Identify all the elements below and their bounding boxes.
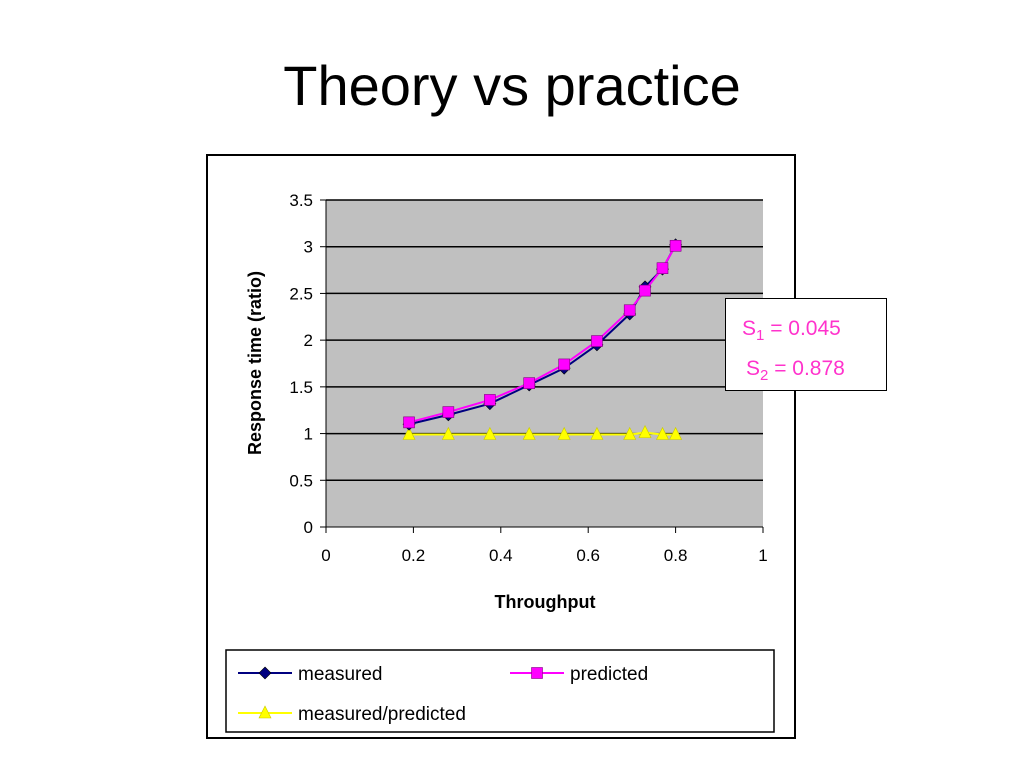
- y-tick-label: 1.5: [289, 378, 313, 397]
- data-point-measured-predicted: [483, 426, 497, 440]
- stat-s2-value: = 0.878: [768, 357, 845, 380]
- x-tick-label: 1: [758, 546, 767, 565]
- data-point-predicted: [669, 239, 682, 252]
- data-point-predicted: [442, 406, 455, 418]
- x-tick-label: 0.4: [489, 546, 513, 565]
- legend-item-measured: measured: [238, 664, 383, 685]
- chart-svg: 0 0.5 1 1.5 2 2.5 3 3.5 0 0.2 0.4 0.6 0.8 1 Response…: [225, 191, 775, 733]
- legend-item-measured-predicted: measured/predicted: [238, 704, 466, 725]
- data-point-measured-predicted: [557, 426, 571, 440]
- stat-s2: S2 = 0.878: [746, 357, 845, 384]
- series-predicted: [403, 239, 682, 429]
- data-point-measured-predicted: [402, 426, 416, 440]
- legend-swatch-marker: [258, 705, 272, 719]
- x-axis-title: Throughput: [495, 592, 596, 612]
- legend-label: measured/predicted: [298, 704, 466, 725]
- stat-s1-subscript: 1: [756, 327, 765, 345]
- plot-area: [326, 200, 763, 527]
- data-point-measured-predicted: [590, 426, 604, 440]
- data-point-measured-predicted: [638, 424, 652, 438]
- y-tick-label: 1: [304, 425, 313, 444]
- x-tick-label: 0.8: [664, 546, 688, 565]
- y-tick-label: 2: [304, 331, 313, 350]
- series-line-measured-predicted: [409, 431, 676, 436]
- data-point-predicted: [656, 262, 669, 275]
- legend-item-predicted: predicted: [510, 664, 648, 685]
- stats-box: S1 = 0.045 S2 = 0.878: [725, 298, 887, 391]
- y-tick-label: 0: [304, 518, 313, 537]
- x-tick-label: 0.2: [402, 546, 426, 565]
- legend-swatch-marker: [258, 666, 272, 680]
- x-tick-label: 0: [321, 546, 330, 565]
- chart-frame: 0 0.5 1 1.5 2 2.5 3 3.5 0 0.2 0.4 0.6 0.8 1 Response…: [206, 154, 796, 739]
- y-tick-label: 3.5: [289, 191, 313, 210]
- x-tick-label: 0.6: [576, 546, 600, 565]
- y-tick-label: 3: [304, 238, 313, 257]
- data-point-predicted: [523, 377, 536, 389]
- stat-s1: S1 = 0.045: [742, 317, 841, 344]
- stat-s2-subscript: 2: [760, 367, 769, 385]
- slide-title: Theory vs practice: [283, 54, 741, 117]
- series-line-predicted: [408, 245, 677, 424]
- legend-label: predicted: [570, 664, 648, 685]
- data-point-predicted: [623, 304, 636, 317]
- legend-box: [225, 649, 775, 733]
- stat-s2-symbol: S: [746, 357, 761, 380]
- stat-s1-value: = 0.045: [764, 317, 841, 340]
- data-point-predicted: [403, 416, 415, 429]
- y-axis-title: Response time (ratio): [245, 271, 265, 455]
- y-tick-label: 2.5: [289, 284, 313, 303]
- stat-s1-symbol: S: [742, 317, 757, 340]
- data-point-measured-predicted: [522, 426, 536, 440]
- legend-label: measured: [298, 664, 383, 685]
- legend-swatch-marker: [531, 667, 543, 679]
- data-point-measured-predicted: [656, 426, 669, 440]
- data-point-measured-predicted: [669, 426, 683, 440]
- data-point-predicted: [591, 335, 603, 347]
- data-point-predicted: [484, 394, 496, 406]
- y-tick-label: 0.5: [289, 471, 313, 490]
- data-point-predicted: [558, 358, 570, 371]
- data-point-predicted: [639, 284, 651, 297]
- data-point-measured-predicted: [441, 426, 455, 440]
- series-measured-predicted: [402, 424, 683, 440]
- data-point-measured-predicted: [623, 426, 637, 440]
